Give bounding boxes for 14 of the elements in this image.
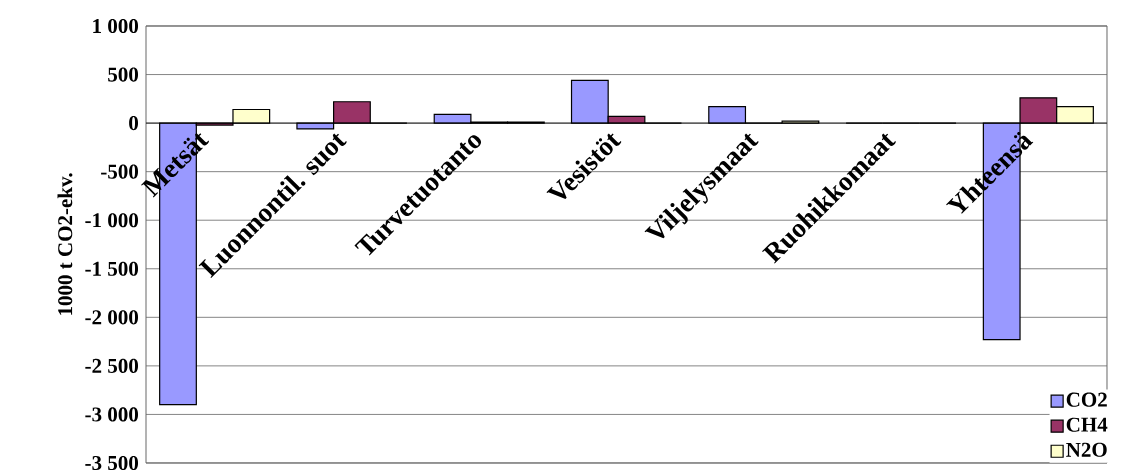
legend-label: CH4 xyxy=(1066,417,1108,432)
y-tick-label: -500 xyxy=(101,164,139,179)
y-tick-label: -1 000 xyxy=(85,213,139,228)
y-tick-label: 1 000 xyxy=(93,18,139,34)
legend-label: CO2 xyxy=(1066,392,1107,407)
y-axis-title: 1000 t CO2-ekv. xyxy=(57,173,73,315)
y-tick-label: 0 xyxy=(129,116,139,131)
y-tick-label: -1 500 xyxy=(85,261,139,276)
y-tick-label: -2 500 xyxy=(85,358,139,373)
y-tick-label: -3 000 xyxy=(85,407,139,422)
legend-label: N2O xyxy=(1066,442,1107,457)
y-tick-label: 500 xyxy=(108,67,139,82)
y-tick-label: -2 000 xyxy=(85,310,139,325)
y-tick-label: -3 500 xyxy=(85,455,139,471)
